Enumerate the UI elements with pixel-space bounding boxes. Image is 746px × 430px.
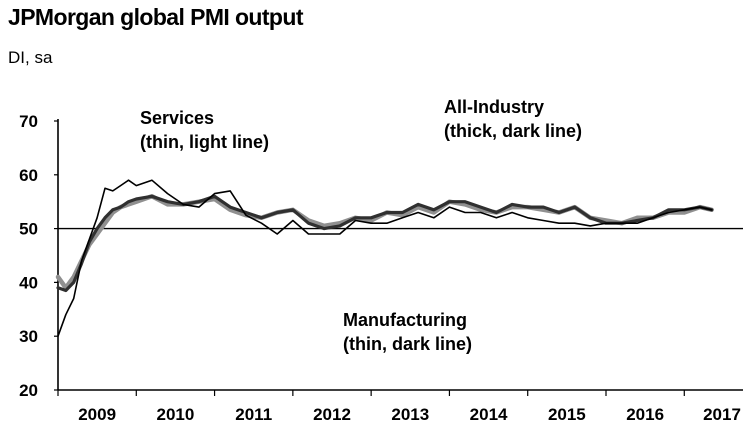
annotation-all-industry-line: All-Industry [444,97,544,117]
annotation-manufacturing-line: Manufacturing [343,310,467,330]
y-tick-label: 40 [19,273,38,292]
x-tick-label: 2010 [157,405,195,424]
chart-subtitle: DI, sa [8,48,53,67]
x-tick-label: 2013 [391,405,429,424]
y-tick-label: 70 [19,112,38,131]
series-line-manufacturing [57,179,713,338]
x-tick-label: 2009 [78,405,116,424]
x-tick-label: 2015 [548,405,586,424]
annotation-services-line: Services [140,108,214,128]
x-tick-label: 2016 [626,405,664,424]
series-line-services [55,194,714,291]
annotation-manufacturing-line: (thin, dark line) [343,334,472,354]
annotations: Services (thin, light line) All-Industry (t… [140,97,582,354]
y-tick-label: 30 [19,327,38,346]
y-tick-label: 50 [19,220,38,239]
axes: 20 30 40 50 60 70 2009 2010 2011 2012 2013 2014 2015… [19,112,743,424]
y-tick-label: 60 [19,166,38,185]
chart-title: JPMorgan global PMI output [8,4,303,30]
x-tick-label: 2017 [703,405,741,424]
x-tick-label: 2014 [470,405,508,424]
x-tick-label: 2011 [235,405,272,424]
series-lines [55,179,714,338]
series-line-all-industry [56,194,714,293]
annotation-services-line: (thin, light line) [140,132,269,152]
y-tick-label: 20 [19,381,38,400]
annotation-all-industry-line: (thick, dark line) [444,121,582,141]
x-tick-label: 2012 [313,405,351,424]
